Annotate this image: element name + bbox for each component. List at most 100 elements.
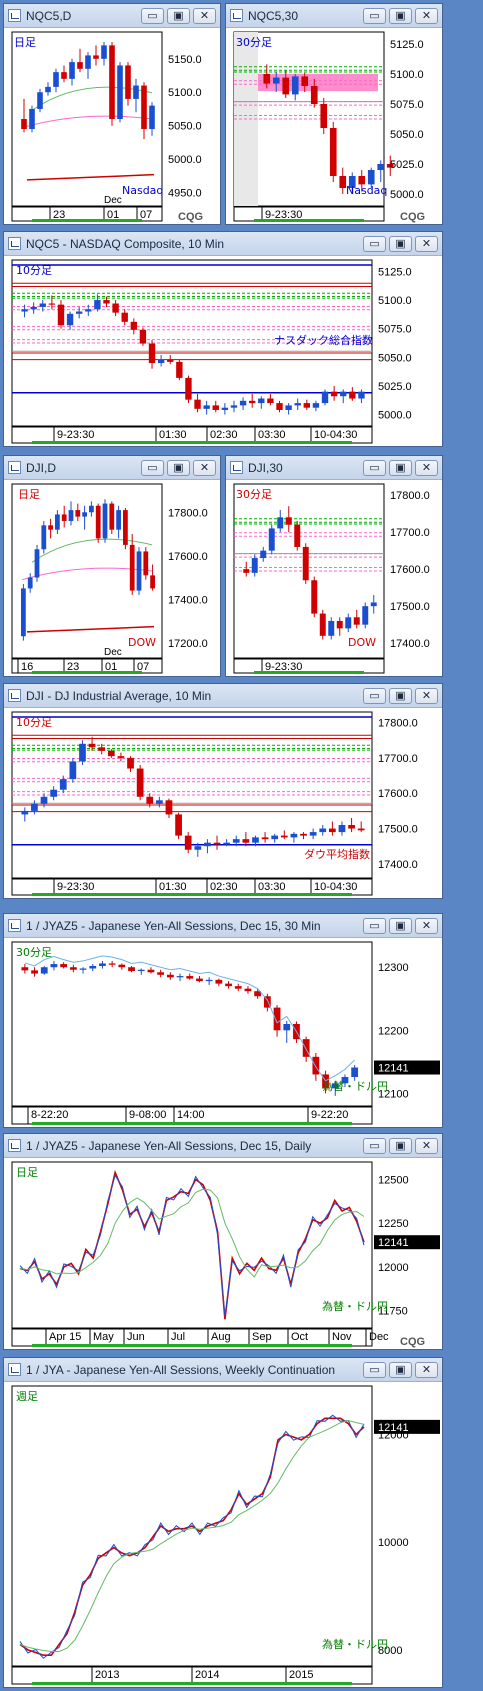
candle-body	[300, 833, 307, 836]
cqg-logo: CQG	[400, 1336, 425, 1348]
restore-button[interactable]: ▣	[389, 688, 412, 704]
minimize-button[interactable]: ▭	[141, 460, 164, 476]
candle-body	[157, 972, 165, 975]
y-tick-label: 17400.0	[168, 594, 208, 606]
minimize-button[interactable]: ▭	[363, 1138, 386, 1154]
restore-button[interactable]: ▣	[389, 1138, 412, 1154]
candle-body	[50, 789, 58, 797]
chart-window-dji-10min[interactable]: DJI - DJ Industrial Average, 10 Min ▭ ▣ ✕ …	[3, 683, 443, 899]
window-title-bar[interactable]: 1 / JYAZ5 - Japanese Yen-All Sessions, D…	[4, 914, 442, 938]
candle-body	[194, 399, 201, 409]
chart-window-jyaz5-30min[interactable]: 1 / JYAZ5 - Japanese Yen-All Sessions, D…	[3, 913, 443, 1128]
ma-line	[19, 1188, 365, 1278]
chart-window-dji-daily[interactable]: DJI,D ▭ ▣ ✕ 17800.0 17600.0 17400.0 17200.0 16…	[3, 455, 221, 677]
restore-button[interactable]: ▣	[389, 460, 412, 476]
window-title-bar[interactable]: 1 / JYA - Japanese Yen-All Sessions, Wee…	[4, 1358, 442, 1382]
candle-body	[107, 750, 115, 757]
chart-nqc5-10min[interactable]: 5125.0 5100.0 5075.0 5050.0 5025.0 5000.0 9-23…	[4, 256, 442, 446]
x-tick-label: Jun	[127, 1331, 145, 1343]
chart-window-nqc5-daily[interactable]: NQC5,D ▭ ▣ ✕ 5150.0 5100.0 5050.0 5000.0 4950.…	[3, 3, 221, 225]
candle-body	[68, 510, 74, 521]
y-tick-label: 12000	[378, 1262, 409, 1274]
close-button[interactable]: ✕	[415, 1362, 438, 1378]
close-button[interactable]: ✕	[415, 236, 438, 252]
chart-window-jya-weekly[interactable]: 1 / JYA - Japanese Yen-All Sessions, Wee…	[3, 1357, 443, 1688]
y-tick-label: 17500.0	[378, 824, 418, 836]
window-title-bar[interactable]: 1 / JYAZ5 - Japanese Yen-All Sessions, D…	[4, 1134, 442, 1158]
chart-jyaz5-daily[interactable]: 12500 12250 12000 11750 12141 Apr 15 May Jun Jul…	[4, 1158, 442, 1349]
chart-dji-daily[interactable]: 17800.0 17600.0 17400.0 17200.0 16 23 01 07 Dec 日…	[4, 480, 220, 676]
candle-body	[94, 300, 101, 310]
candle-body	[175, 814, 182, 836]
close-button[interactable]: ✕	[415, 688, 438, 704]
candle-body	[302, 546, 309, 581]
y-tick-label: 17600.0	[168, 551, 208, 563]
candle-body	[294, 403, 301, 406]
chart-window-nqc5-10min[interactable]: NQC5 - NASDAQ Composite, 10 Min ▭ ▣ ✕ 5125…	[3, 231, 443, 447]
minimize-button[interactable]: ▭	[141, 8, 164, 24]
close-button[interactable]: ✕	[415, 1138, 438, 1154]
candle-body	[230, 405, 238, 408]
candle-body	[143, 551, 149, 576]
minimize-button[interactable]: ▭	[363, 8, 386, 24]
close-button[interactable]: ✕	[415, 460, 438, 476]
x-tick-label: 07	[137, 661, 149, 673]
minimize-button[interactable]: ▭	[363, 236, 386, 252]
restore-button[interactable]: ▣	[389, 8, 412, 24]
candle-body	[225, 983, 232, 987]
candle-body	[311, 580, 318, 614]
window-title-bar[interactable]: NQC5,D ▭ ▣ ✕	[4, 4, 220, 28]
minimize-button[interactable]: ▭	[363, 918, 386, 934]
chart-nqc5-30min[interactable]: 5125.0 5100.0 5075.0 5050.0 5025.0 5000.0 9-23…	[226, 28, 442, 224]
close-button[interactable]: ✕	[193, 460, 216, 476]
close-button[interactable]: ✕	[415, 918, 438, 934]
candle-body	[21, 309, 28, 312]
candle-body	[185, 377, 192, 400]
chart-dji-10min[interactable]: 17800.0 17700.0 17600.0 17500.0 17400.0 9-23:…	[4, 708, 442, 898]
candle-body	[79, 968, 87, 970]
window-title-bar[interactable]: DJI - DJ Industrial Average, 10 Min ▭ ▣ ✕	[4, 684, 442, 708]
minimize-button[interactable]: ▭	[363, 688, 386, 704]
restore-button[interactable]: ▣	[167, 460, 190, 476]
close-button[interactable]: ✕	[415, 8, 438, 24]
minimize-button[interactable]: ▭	[363, 1362, 386, 1378]
restore-button[interactable]: ▣	[389, 1362, 412, 1378]
candle-body	[348, 825, 355, 829]
candle-body	[328, 620, 335, 636]
candle-body	[77, 62, 83, 69]
candle-body	[377, 164, 385, 170]
restore-button[interactable]: ▣	[389, 918, 412, 934]
window-title-bar[interactable]: NQC5,30 ▭ ▣ ✕	[226, 4, 442, 28]
restore-button[interactable]: ▣	[167, 8, 190, 24]
chart-window-dji-30min[interactable]: DJI,30 ▭ ▣ ✕ 17800.0 17700.0 17600.0 17500.0 1…	[225, 455, 443, 677]
window-title-bar[interactable]: DJI,30 ▭ ▣ ✕	[226, 456, 442, 480]
candle-body	[349, 391, 356, 399]
chart-jyaz5-30min[interactable]: 12300 12200 12100 12141 8-22:20 9-08:00 14:00 9…	[4, 938, 442, 1127]
candle-body	[341, 1076, 349, 1084]
candle-body	[329, 128, 337, 176]
chart-nqc5-daily[interactable]: 5150.0 5100.0 5050.0 5000.0 4950.0 23 01 07 Dec 日…	[4, 28, 220, 224]
last-price-label: 12141	[378, 1237, 409, 1249]
x-tick-label: 14:00	[177, 1109, 205, 1121]
x-tick-label: 9-23:30	[57, 881, 94, 893]
x-tick-label: 2015	[289, 1669, 313, 1681]
y-tick-label: 17800.0	[390, 490, 430, 502]
window-title-bar[interactable]: DJI,D ▭ ▣ ✕	[4, 456, 220, 480]
close-button[interactable]: ✕	[193, 8, 216, 24]
restore-button[interactable]: ▣	[389, 236, 412, 252]
chart-dji-30min[interactable]: 17800.0 17700.0 17600.0 17500.0 17400.0 9-23:…	[226, 480, 442, 676]
x-tick-label: 01:30	[159, 429, 187, 441]
y-tick-label: 5050.0	[378, 352, 412, 364]
instrument-label: ナスダック総合指数	[274, 333, 373, 347]
candle-body	[102, 503, 108, 539]
minimize-button[interactable]: ▭	[363, 460, 386, 476]
x-tick-label: 2013	[95, 1669, 119, 1681]
instrument-label: Nasdaq	[346, 184, 387, 197]
candle-body	[21, 119, 27, 130]
window-title-bar[interactable]: NQC5 - NASDAQ Composite, 10 Min ▭ ▣ ✕	[4, 232, 442, 256]
y-tick-label: 17600.0	[390, 564, 430, 576]
chart-window-nqc5-30min[interactable]: NQC5,30 ▭ ▣ ✕ 5125.0 5100.0 5075.0 5050.0 5025…	[225, 3, 443, 225]
y-tick-label: 5100.0	[390, 69, 424, 81]
chart-window-jyaz5-daily[interactable]: 1 / JYAZ5 - Japanese Yen-All Sessions, D…	[3, 1133, 443, 1350]
